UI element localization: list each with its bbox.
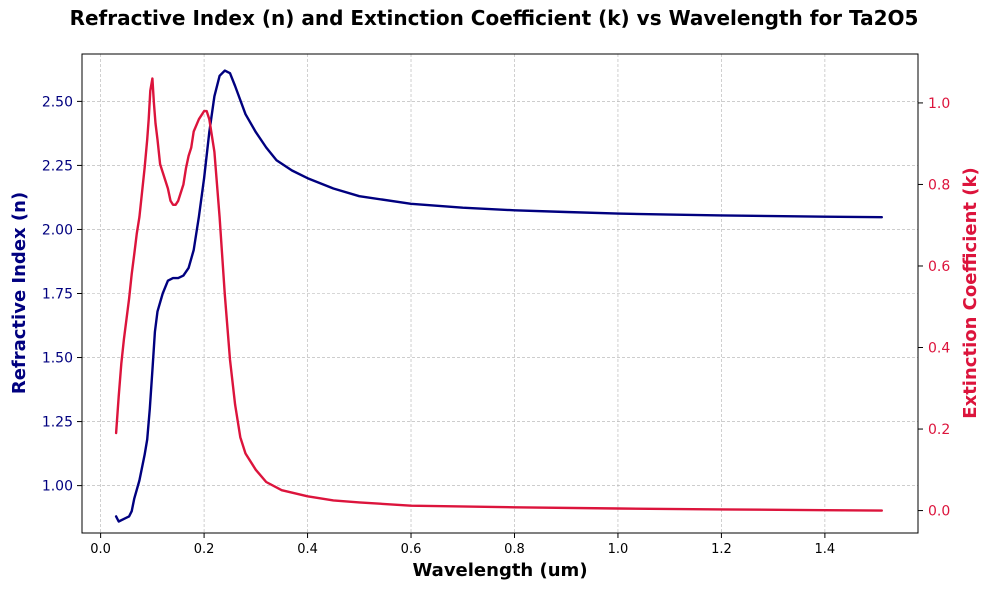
y-left-tick-label: 1.50	[42, 351, 73, 367]
y-right-tick-label: 0.0	[928, 504, 950, 520]
x-tick-label: 0.2	[194, 542, 215, 557]
y-right-tick-label: 0.2	[928, 422, 950, 438]
y-axis-right-label: Extinction Coefficient (k)	[960, 167, 981, 418]
grid	[82, 54, 918, 533]
y-axis-left-label: Refractive Index (n)	[9, 192, 30, 394]
y-axis-left: 1.00 1.25 1.50 1.75 2.00 2.25 2.50	[42, 94, 82, 495]
y-left-tick-label: 1.25	[42, 415, 73, 431]
x-axis: 0.0 0.2 0.4 0.6 0.8 1.0 1.2 1.4	[90, 533, 835, 557]
y-right-tick-label: 0.8	[928, 177, 950, 193]
y-left-tick-label: 2.00	[42, 222, 73, 238]
x-tick-label: 0.4	[297, 542, 318, 557]
x-tick-label: 1.2	[711, 542, 732, 557]
y-left-tick-label: 2.50	[42, 94, 73, 110]
y-left-tick-label: 2.25	[42, 158, 73, 174]
y-left-tick-label: 1.00	[42, 479, 73, 495]
x-tick-label: 1.0	[608, 542, 629, 557]
x-tick-label: 0.8	[504, 542, 525, 557]
x-tick-label: 0.0	[90, 542, 111, 557]
series-layer	[114, 69, 883, 523]
x-tick-label: 0.6	[401, 542, 422, 557]
series-line-n	[114, 69, 883, 523]
y-right-tick-label: 1.0	[928, 96, 950, 112]
y-left-tick-label: 1.75	[42, 287, 73, 303]
y-axis-right: 0.0 0.2 0.4 0.6 0.8 1.0	[918, 96, 950, 520]
y-right-tick-label: 0.4	[928, 341, 950, 357]
series-line-k	[114, 77, 883, 512]
chart-title: Refractive Index (n) and Extinction Coef…	[70, 6, 919, 30]
y-right-tick-label: 0.6	[928, 259, 950, 275]
x-axis-label: Wavelength (um)	[412, 560, 587, 581]
x-tick-label: 1.4	[815, 542, 836, 557]
